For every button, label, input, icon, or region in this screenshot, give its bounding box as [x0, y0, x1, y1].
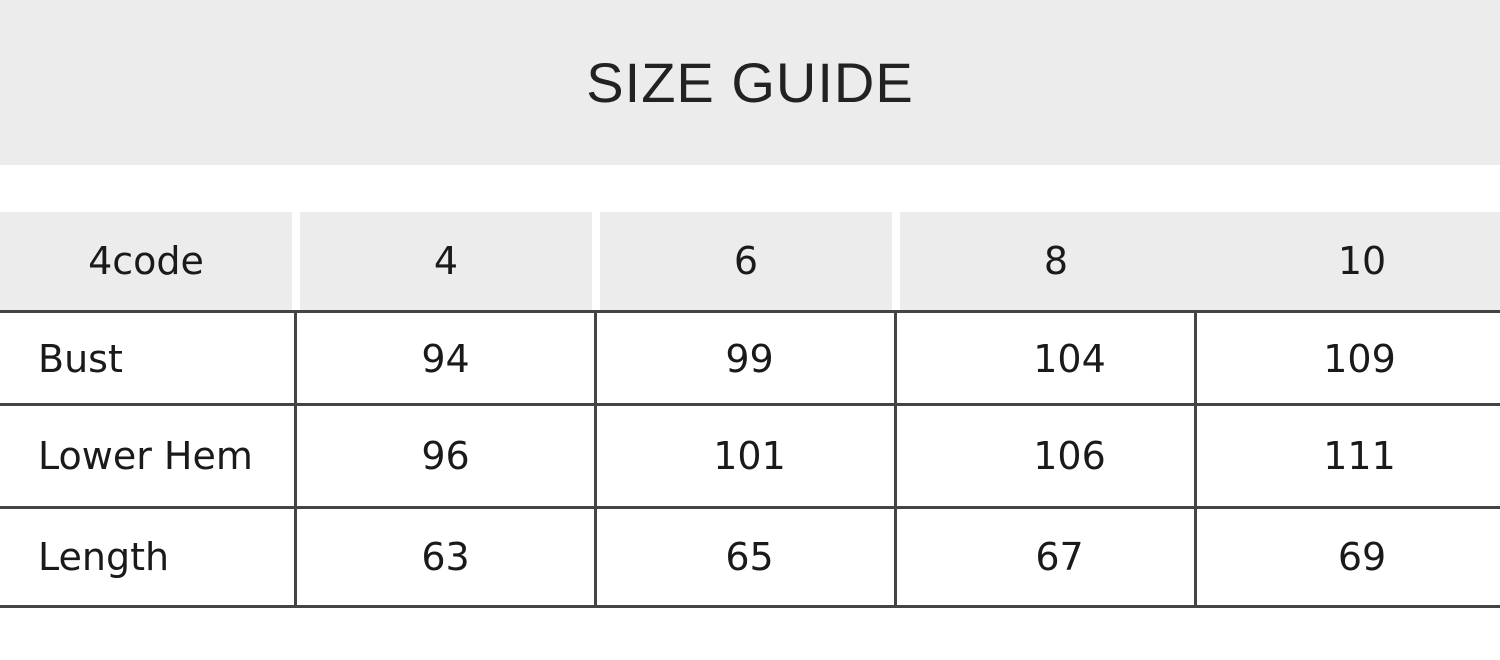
table-cell: 101	[713, 434, 786, 478]
table-cell: 106	[1033, 434, 1106, 478]
divider	[894, 310, 897, 608]
header-cell-size: 10	[1200, 212, 1500, 310]
table-cell: 99	[725, 337, 774, 381]
table-cell: 69	[1337, 535, 1387, 579]
header-cell-code: 4code	[0, 212, 292, 310]
divider	[294, 310, 297, 608]
header-cell-size: 8	[900, 212, 1212, 310]
table-cell: 63	[421, 535, 470, 579]
page-title: SIZE GUIDE	[586, 51, 914, 114]
row-label: Bust	[38, 337, 123, 381]
header-cell-size: 4	[300, 212, 592, 310]
table-cell: 96	[421, 434, 470, 478]
header-cell-size: 6	[600, 212, 892, 310]
table-cell: 104	[1033, 337, 1106, 381]
divider	[1194, 310, 1197, 608]
title-banner: SIZE GUIDE	[0, 0, 1500, 165]
divider	[0, 506, 1500, 509]
row-label: Length	[38, 535, 170, 579]
divider	[0, 403, 1500, 406]
divider	[0, 605, 1500, 608]
table-cell: 65	[725, 535, 774, 579]
row-label: Lower Hem	[38, 434, 253, 478]
table-cell: 109	[1323, 337, 1396, 381]
table-cell: 111	[1323, 434, 1396, 478]
table-cell: 67	[1035, 535, 1084, 579]
divider	[0, 310, 1500, 313]
divider	[594, 310, 597, 608]
table-cell: 94	[421, 337, 470, 381]
